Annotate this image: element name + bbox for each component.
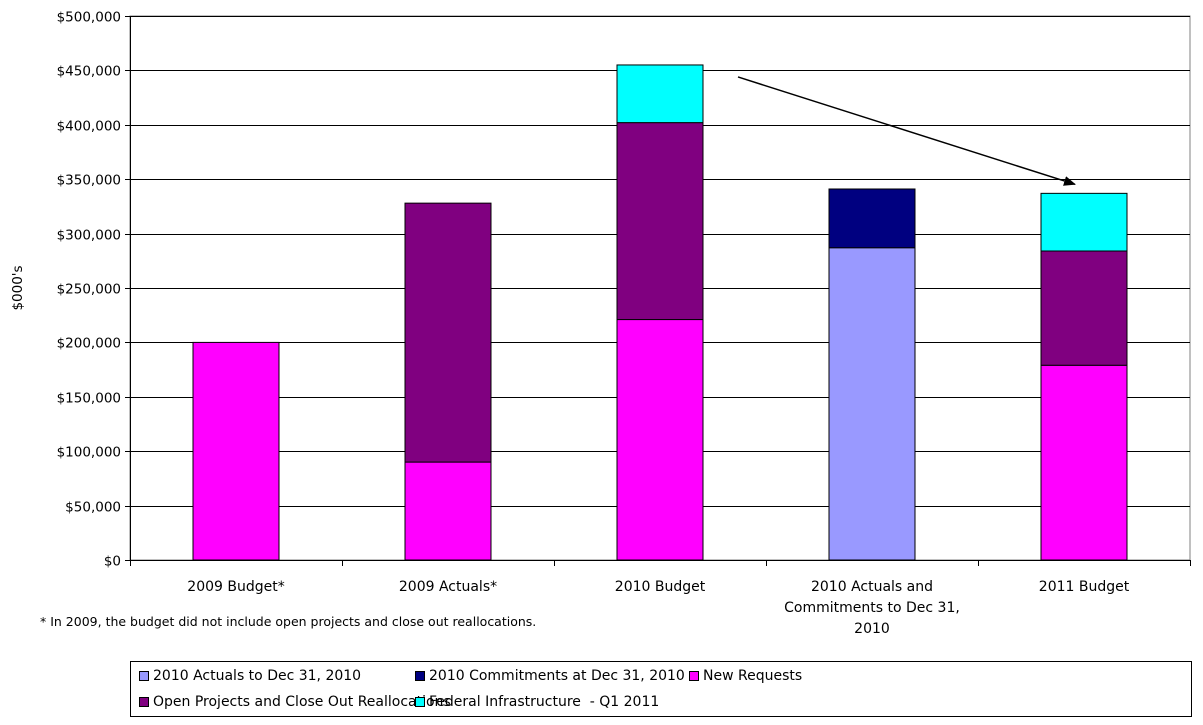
y-tick-label: $400,000 xyxy=(57,119,121,135)
legend-item: 2010 Commitments at Dec 31, 2010 xyxy=(415,668,685,684)
legend-swatch xyxy=(139,697,149,707)
axis-labels: $0 $50,000 $100,000 $150,000 $200,000 $250,00… xyxy=(10,10,1130,638)
annotations xyxy=(737,76,1076,186)
stacked-bar-chart: $0 $50,000 $100,000 $150,000 $200,000 $250,00… xyxy=(10,10,1191,638)
trend-arrow xyxy=(737,76,1076,186)
legend-label: Open Projects and Close Out Reallocation… xyxy=(153,694,451,710)
legend-label: New Requests xyxy=(703,668,803,684)
bar-segment xyxy=(616,319,704,561)
y-tick-label: $100,000 xyxy=(57,445,121,461)
legend: 2010 Actuals to Dec 31, 2010 2010 Commitm… xyxy=(130,661,1192,717)
y-tick-label: $0 xyxy=(104,554,121,570)
y-tick-label: $150,000 xyxy=(57,391,121,407)
y-tick-label: $50,000 xyxy=(65,500,121,516)
legend-label: 2010 Commitments at Dec 31, 2010 xyxy=(429,668,685,684)
x-tick-label: 2009 Budget* xyxy=(187,579,284,595)
legend-item: Federal Infrastructure - Q1 2011 xyxy=(415,694,659,710)
bars xyxy=(192,64,1128,561)
legend-swatch xyxy=(415,671,425,681)
legend-label: Federal Infrastructure - Q1 2011 xyxy=(429,694,660,710)
legend-swatch xyxy=(689,671,699,681)
y-axis-title: $000's xyxy=(10,265,26,310)
bar-segment xyxy=(828,188,916,249)
bar-segment xyxy=(1040,364,1128,561)
legend-label: 2010 Actuals to Dec 31, 2010 xyxy=(153,668,362,684)
x-tick-label: 2009 Actuals* xyxy=(399,579,497,595)
bar-segment xyxy=(616,122,704,321)
bar-segment xyxy=(616,64,704,124)
y-tick-label: $350,000 xyxy=(57,173,121,189)
legend-swatch xyxy=(415,697,425,707)
y-tick-label: $500,000 xyxy=(57,10,121,26)
bar-segment xyxy=(828,247,916,561)
x-tick-label: 2010 Budget xyxy=(615,579,706,595)
y-tick-label: $250,000 xyxy=(57,282,121,298)
x-tick-label: 2010 Actuals and Commitments to Dec 31, 20… xyxy=(784,579,960,637)
y-tick-label: $300,000 xyxy=(57,228,121,244)
legend-item: New Requests xyxy=(689,668,802,684)
bar-segment xyxy=(1040,250,1128,366)
footnote: * In 2009, the budget did not include op… xyxy=(40,614,537,629)
bar-segment xyxy=(192,341,280,561)
bar-segment xyxy=(404,461,492,561)
bar-segment xyxy=(404,202,492,463)
axes xyxy=(125,16,1191,566)
bar-segment xyxy=(1040,192,1128,252)
legend-item: 2010 Actuals to Dec 31, 2010 xyxy=(139,668,361,684)
legend-swatch xyxy=(139,671,149,681)
x-tick-label: 2011 Budget xyxy=(1039,579,1130,595)
legend-item: Open Projects and Close Out Reallocation… xyxy=(139,694,451,710)
y-tick-label: $200,000 xyxy=(57,336,121,352)
y-tick-label: $450,000 xyxy=(57,64,121,80)
